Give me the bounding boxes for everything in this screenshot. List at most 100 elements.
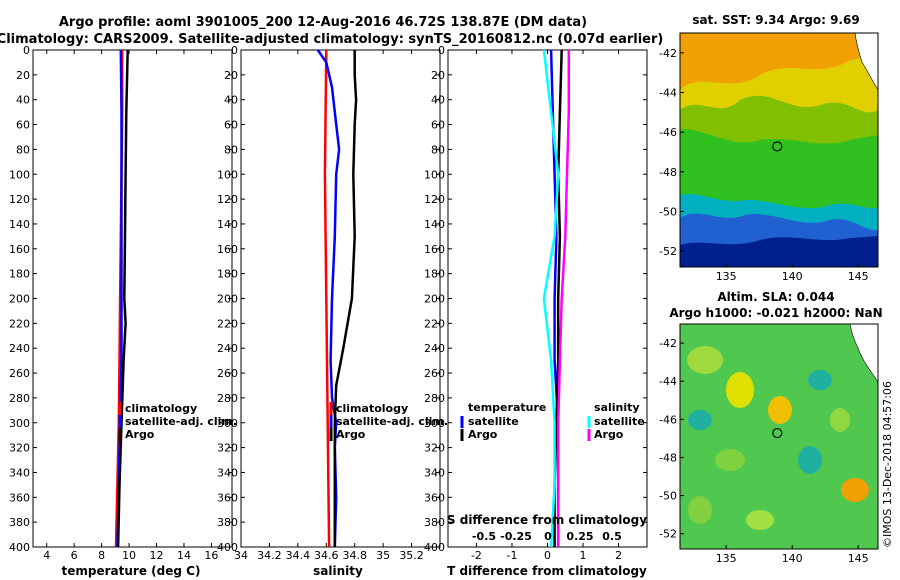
x-tick-label: 140: [782, 270, 803, 283]
temperature-xlabel: temperature (deg C): [62, 564, 201, 578]
y-tick-label: 160: [424, 243, 445, 256]
y-tick-label: 240: [9, 342, 30, 355]
series-line-argo: [116, 49, 129, 548]
y-tick-label: -52: [659, 245, 677, 258]
y-tick-label: 380: [424, 516, 445, 529]
x-tick-label: 34.6: [314, 549, 339, 562]
y-tick-label: 300: [424, 417, 445, 430]
y-tick-label: -44: [659, 86, 677, 99]
y-tick-label: 300: [9, 417, 30, 430]
temperature-plot-frame: [32, 49, 233, 548]
x-tick-label: 4: [43, 549, 50, 562]
y-tick-label: 80: [431, 143, 445, 156]
y-tick-label: 60: [224, 119, 238, 132]
temperature-plot: 0 20 40 60 80 100 120 140 160 180 200 220 240 260 280 3…: [9, 44, 232, 562]
legend-t-satellite-label: satellite: [468, 415, 519, 428]
sla-map-axes: 135 140 145 -42 -44 -46 -48 -50 -52: [659, 337, 869, 565]
x-tick-label: 2: [615, 549, 622, 562]
y-tick-label: 140: [424, 218, 445, 231]
argo-position-marker: [772, 427, 783, 439]
x-tick-label: 12: [150, 549, 164, 562]
x-tick-label: 6: [71, 549, 78, 562]
y-tick-label: 240: [424, 342, 445, 355]
sst-map-title: sat. SST: 9.34 Argo: 9.69: [692, 13, 859, 27]
legend-satellite-label: satellite-adj. clim.: [125, 415, 237, 428]
y-tick-label: 120: [424, 193, 445, 206]
y-tick-label: 20: [16, 69, 30, 82]
y-tick-label: -46: [659, 413, 677, 426]
y-tick-label: 320: [424, 442, 445, 455]
y-tick-label: -48: [659, 166, 677, 179]
x-tick-label: 34.8: [342, 549, 367, 562]
y-tick-label: 40: [224, 94, 238, 107]
x-tick-label: 35.2: [399, 549, 424, 562]
y-tick-label: 160: [9, 243, 30, 256]
y-tick-label: -52: [659, 528, 677, 541]
salinity-plot-frame: [240, 49, 441, 548]
x-tick-label: 0: [544, 549, 551, 562]
series-line-argo: [333, 50, 358, 547]
difference-xlabel-top: S difference from climatology: [447, 513, 647, 527]
y-tick-label: 400: [424, 541, 445, 554]
x-tick-label: 135: [716, 270, 737, 283]
y-tick-label: 260: [217, 367, 238, 380]
y-tick-label: 280: [9, 392, 30, 405]
y-tick-label: 100: [424, 168, 445, 181]
y-tick-label: -46: [659, 126, 677, 139]
legend-satellite-label: satellite-adj. clim.: [336, 415, 448, 428]
x-tick-label: 35: [376, 549, 390, 562]
y-tick-label: 200: [217, 293, 238, 306]
legend-temperature-title: temperature: [468, 401, 546, 414]
sla-map-image: [680, 324, 878, 549]
figure-title-line1: Argo profile: aoml 3901005_200 12-Aug-20…: [59, 15, 587, 30]
sst-map-image: [680, 33, 878, 267]
x-tick-label: -2: [471, 549, 482, 562]
salinity-plot: 0 20 40 60 80 100 120 140 160 180 200 220 240 260 280 3…: [217, 44, 440, 562]
y-tick-label: 140: [217, 218, 238, 231]
y-tick-label: 260: [424, 367, 445, 380]
y-tick-label: 300: [217, 417, 238, 430]
x-tick-label: 8: [98, 549, 105, 562]
sla-map-title: Altim. SLA: 0.044: [717, 290, 834, 304]
y-tick-label: 140: [9, 218, 30, 231]
y-tick-label: 20: [431, 69, 445, 82]
s-diff-tick-label: 0: [544, 530, 552, 543]
y-tick-label: 120: [9, 193, 30, 206]
s-diff-tick-label: 0.25: [566, 530, 593, 543]
y-tick-label: 180: [217, 268, 238, 281]
y-tick-label: 380: [217, 516, 238, 529]
y-tick-label: 180: [424, 268, 445, 281]
difference-legend: temperature satellite Argo salinity sate…: [460, 401, 645, 441]
argo-position-marker: [772, 141, 783, 152]
s-diff-tick-label: -0.5: [472, 530, 496, 543]
y-tick-label: -50: [659, 205, 677, 218]
x-tick-label: 34.4: [286, 549, 311, 562]
x-tick-label: 1: [580, 549, 587, 562]
x-tick-label: 10: [122, 549, 136, 562]
sst-map-frame: [679, 32, 879, 268]
y-tick-label: 260: [9, 367, 30, 380]
legend-climatology-label: climatology: [125, 402, 197, 415]
y-tick-label: 400: [217, 541, 238, 554]
y-tick-label: 100: [217, 168, 238, 181]
y-tick-label: 180: [9, 268, 30, 281]
y-tick-label: 60: [16, 119, 30, 132]
y-tick-label: 80: [224, 143, 238, 156]
y-tick-label: 340: [9, 466, 30, 479]
y-tick-label: 160: [217, 243, 238, 256]
y-tick-label: -44: [659, 375, 677, 388]
temperature-legend: climatology satellite-adj. clim. Argo: [118, 402, 237, 441]
y-tick-label: 380: [9, 516, 30, 529]
y-tick-label: 40: [16, 94, 30, 107]
x-tick-label: 34: [234, 549, 248, 562]
y-tick-label: 240: [217, 342, 238, 355]
legend-s-satellite-label: satellite: [594, 415, 645, 428]
figure-title-line2: Climatology: CARS2009. Satellite-adjuste…: [0, 32, 663, 47]
sst-map-axes: 135 140 145 -42 -44 -46 -48 -50 -52: [659, 47, 869, 283]
salinity-legend: climatology satellite-adj. clim. Argo: [329, 402, 448, 441]
y-tick-label: 320: [9, 442, 30, 455]
y-tick-label: 20: [224, 69, 238, 82]
legend-argo-label: Argo: [125, 428, 155, 441]
x-tick-label: 140: [782, 552, 803, 565]
y-tick-label: 320: [217, 442, 238, 455]
